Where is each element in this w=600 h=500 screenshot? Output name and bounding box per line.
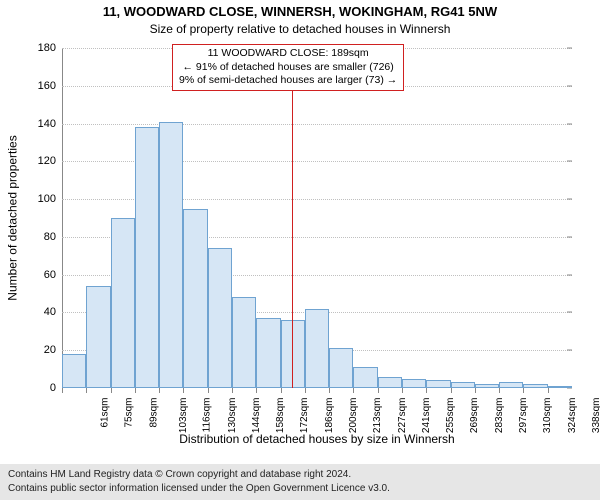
x-tick-mark — [111, 388, 112, 393]
x-tick-mark — [159, 388, 160, 393]
x-tick-mark — [62, 388, 63, 393]
annotation-line2: ← 91% of detached houses are smaller (72… — [179, 61, 397, 75]
x-tick-label: 103sqm — [178, 398, 189, 434]
x-tick-mark — [256, 388, 257, 393]
x-tick-label: 241sqm — [421, 398, 432, 434]
annotation-line3: 9% of semi-detached houses are larger (7… — [179, 74, 397, 88]
x-tick-label: 213sqm — [372, 398, 383, 434]
x-axis-label: Distribution of detached houses by size … — [62, 432, 572, 446]
y-tick-label: 180 — [38, 42, 62, 54]
histogram-bar — [353, 367, 377, 388]
annotation-line1: 11 WOODWARD CLOSE: 189sqm — [179, 47, 397, 61]
histogram-bar — [232, 297, 256, 388]
y-tick-mark — [567, 350, 572, 351]
histogram-bar — [183, 209, 207, 388]
x-tick-label: 158sqm — [275, 398, 286, 434]
x-tick-label: 130sqm — [227, 398, 238, 434]
y-tick-label: 120 — [38, 155, 62, 167]
histogram-bar — [329, 348, 353, 388]
x-tick-label: 227sqm — [397, 398, 408, 434]
footer: Contains HM Land Registry data © Crown c… — [0, 464, 600, 500]
x-tick-label: 75sqm — [124, 398, 135, 428]
histogram-bar — [159, 122, 183, 388]
x-tick-mark — [499, 388, 500, 393]
title-main: 11, WOODWARD CLOSE, WINNERSH, WOKINGHAM,… — [0, 4, 600, 19]
title-sub: Size of property relative to detached ho… — [0, 22, 600, 36]
y-tick-label: 20 — [44, 344, 62, 356]
footer-line2: Contains public sector information licen… — [8, 482, 592, 496]
histogram-bar — [475, 384, 499, 388]
x-tick-label: 283sqm — [494, 398, 505, 434]
y-axis-label: Number of detached properties — [6, 48, 20, 388]
histogram-bar — [135, 127, 159, 388]
x-tick-mark — [426, 388, 427, 393]
histogram-bar — [451, 382, 475, 388]
histogram-bar — [499, 382, 523, 388]
chart-container: 11, WOODWARD CLOSE, WINNERSH, WOKINGHAM,… — [0, 0, 600, 500]
histogram-bar — [62, 354, 86, 388]
x-tick-label: 200sqm — [348, 398, 359, 434]
x-tick-label: 324sqm — [567, 398, 578, 434]
histogram-bar — [208, 248, 232, 388]
histogram-bar — [426, 380, 450, 388]
y-tick-label: 80 — [44, 231, 62, 243]
x-tick-label: 310sqm — [542, 398, 553, 434]
gridline — [62, 124, 572, 125]
histogram-bar — [378, 377, 402, 388]
x-tick-mark — [402, 388, 403, 393]
x-tick-label: 144sqm — [251, 398, 262, 434]
histogram-bar — [402, 379, 426, 388]
y-tick-mark — [567, 85, 572, 86]
y-tick-mark — [567, 236, 572, 237]
x-tick-label: 61sqm — [100, 398, 111, 428]
plot-area: 11 WOODWARD CLOSE: 189sqm ← 91% of detac… — [62, 48, 572, 388]
histogram-bar — [111, 218, 135, 388]
y-tick-label: 100 — [38, 193, 62, 205]
histogram-bar — [305, 309, 329, 388]
x-tick-mark — [353, 388, 354, 393]
x-tick-mark — [86, 388, 87, 393]
x-tick-mark — [329, 388, 330, 393]
y-tick-label: 160 — [38, 80, 62, 92]
y-tick-mark — [567, 123, 572, 124]
x-tick-mark — [548, 388, 549, 393]
y-tick-mark — [567, 199, 572, 200]
x-tick-label: 186sqm — [324, 398, 335, 434]
x-tick-label: 255sqm — [445, 398, 456, 434]
x-tick-mark — [475, 388, 476, 393]
x-tick-label: 116sqm — [202, 398, 213, 433]
x-tick-label: 89sqm — [148, 398, 159, 428]
x-tick-mark — [523, 388, 524, 393]
x-tick-mark — [135, 388, 136, 393]
histogram-bar — [256, 318, 280, 388]
y-tick-label: 0 — [50, 382, 62, 394]
footer-line1: Contains HM Land Registry data © Crown c… — [8, 468, 592, 482]
annotation-box: 11 WOODWARD CLOSE: 189sqm ← 91% of detac… — [172, 44, 404, 91]
y-tick-mark — [567, 274, 572, 275]
y-tick-mark — [567, 48, 572, 49]
reference-line — [292, 48, 293, 388]
histogram-bar — [86, 286, 110, 388]
y-axis-line — [62, 48, 63, 388]
x-tick-label: 269sqm — [470, 398, 481, 434]
histogram-bar — [548, 386, 572, 388]
histogram-bar — [523, 384, 547, 388]
x-tick-label: 338sqm — [591, 398, 600, 434]
y-tick-mark — [567, 161, 572, 162]
x-tick-mark — [305, 388, 306, 393]
x-tick-mark — [183, 388, 184, 393]
x-tick-mark — [281, 388, 282, 393]
x-tick-mark — [378, 388, 379, 393]
x-tick-mark — [451, 388, 452, 393]
x-tick-label: 297sqm — [518, 398, 529, 434]
y-tick-mark — [567, 312, 572, 313]
x-tick-mark — [208, 388, 209, 393]
x-tick-mark — [232, 388, 233, 393]
y-tick-label: 140 — [38, 118, 62, 130]
y-tick-label: 40 — [44, 306, 62, 318]
y-tick-label: 60 — [44, 269, 62, 281]
x-tick-label: 172sqm — [300, 398, 311, 434]
